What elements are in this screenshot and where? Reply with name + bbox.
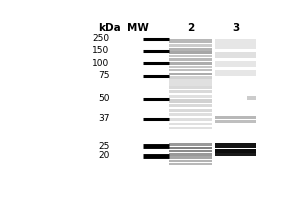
- Text: 25: 25: [98, 142, 110, 151]
- Text: MW: MW: [127, 23, 148, 33]
- Bar: [169, 150, 212, 152]
- Bar: [169, 69, 212, 71]
- Bar: [169, 127, 212, 129]
- Bar: [215, 143, 256, 148]
- Bar: [215, 61, 256, 67]
- Text: 75: 75: [98, 71, 110, 80]
- Bar: [215, 153, 256, 156]
- Bar: [169, 160, 212, 162]
- Text: 37: 37: [98, 114, 110, 123]
- Bar: [169, 153, 212, 156]
- Bar: [169, 62, 212, 65]
- Bar: [169, 48, 212, 51]
- Bar: [169, 113, 212, 116]
- Bar: [169, 156, 212, 159]
- Text: 50: 50: [98, 94, 110, 103]
- Bar: [215, 70, 256, 76]
- Bar: [169, 51, 212, 54]
- Bar: [169, 66, 212, 68]
- Bar: [169, 147, 212, 149]
- Bar: [247, 96, 256, 100]
- Bar: [215, 39, 256, 49]
- Bar: [169, 109, 212, 112]
- Bar: [169, 86, 212, 89]
- Bar: [169, 73, 212, 75]
- Text: 2: 2: [187, 23, 194, 33]
- Bar: [169, 99, 212, 103]
- Bar: [169, 76, 212, 79]
- Bar: [215, 30, 256, 176]
- Bar: [169, 39, 212, 43]
- Bar: [215, 149, 256, 153]
- Bar: [169, 123, 212, 125]
- Text: kDa: kDa: [98, 23, 121, 33]
- Text: 250: 250: [92, 34, 110, 43]
- Text: 20: 20: [98, 151, 110, 160]
- Bar: [169, 79, 212, 86]
- Bar: [169, 104, 212, 107]
- Bar: [169, 55, 212, 57]
- Bar: [215, 52, 256, 58]
- Bar: [169, 118, 212, 121]
- Bar: [169, 90, 212, 93]
- Text: 3: 3: [232, 23, 239, 33]
- Bar: [215, 116, 256, 119]
- Text: 150: 150: [92, 46, 110, 55]
- Text: 100: 100: [92, 59, 110, 68]
- Bar: [169, 143, 212, 146]
- Bar: [215, 120, 256, 123]
- Bar: [169, 44, 212, 47]
- Bar: [169, 30, 212, 176]
- Bar: [169, 95, 212, 98]
- Bar: [169, 58, 212, 61]
- Bar: [169, 163, 212, 165]
